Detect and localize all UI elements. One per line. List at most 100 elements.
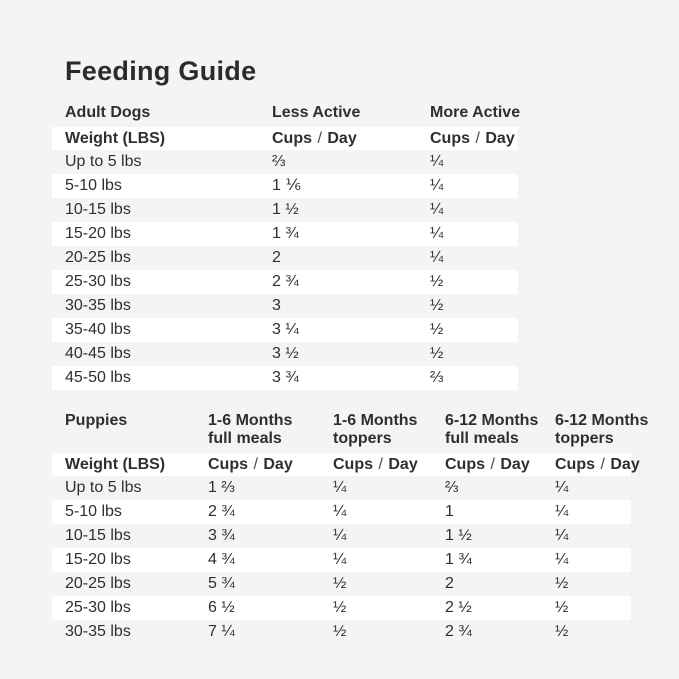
more-active-cell: ¼ (430, 177, 444, 194)
unit-header-6-12-full: Cups / Day (445, 453, 555, 476)
m16-toppers-cell: ¼ (333, 551, 347, 568)
m16-full-cell: 1 ⅔ (208, 479, 235, 496)
more-active-cell: ½ (430, 321, 444, 338)
table-row: 15-20 lbs 1 ¾ ¼ (52, 222, 518, 246)
column-header-1-6-months-full-meals: 1-6 Months full meals (208, 412, 333, 448)
m612-toppers-cell: ¼ (555, 503, 569, 520)
unit-cups: Cups (272, 130, 312, 147)
m612-full-cell: ⅔ (445, 479, 459, 496)
unit-slash: / (475, 130, 480, 147)
m612-toppers-cell: ½ (555, 599, 569, 616)
table-row: 30-35 lbs 7 ¼ ½ 2 ¾ ½ (52, 620, 631, 644)
weight-cell: 30-35 lbs (65, 297, 131, 314)
weight-cell: 40-45 lbs (65, 345, 131, 362)
weight-cell: 15-20 lbs (65, 225, 131, 242)
more-active-cell: ½ (430, 273, 444, 290)
less-active-cell: 2 (272, 249, 281, 266)
table-row: Up to 5 lbs ⅔ ¼ (52, 150, 518, 174)
unit-slash: / (600, 456, 605, 473)
weight-cell: 10-15 lbs (65, 201, 131, 218)
m612-full-cell: 1 ¾ (445, 551, 472, 568)
m16-toppers-cell: ½ (333, 575, 347, 592)
m612-full-cell: 2 ½ (445, 599, 472, 616)
m612-full-cell: 1 (445, 503, 454, 520)
more-active-cell: ½ (430, 297, 444, 314)
m16-toppers-cell: ½ (333, 599, 347, 616)
m16-toppers-cell: ¼ (333, 503, 347, 520)
more-active-cell: ⅔ (430, 369, 444, 386)
weight-cell: 25-30 lbs (65, 273, 131, 290)
weight-cell: 20-25 lbs (65, 249, 131, 266)
weight-cell: Up to 5 lbs (65, 153, 142, 170)
less-active-cell: 1 ⅙ (272, 177, 301, 194)
table-row: 45-50 lbs 3 ¾ ⅔ (52, 366, 518, 390)
weight-header: Weight (LBS) (65, 456, 166, 473)
column-header-1-6-months-toppers: 1-6 Months toppers (333, 412, 445, 448)
unit-cups: Cups (333, 456, 373, 473)
table-row: Up to 5 lbs 1 ⅔ ¼ ⅔ ¼ (52, 476, 631, 500)
less-active-cell: 1 ½ (272, 201, 299, 218)
unit-slash: / (317, 130, 322, 147)
adult-dogs-table: Adult Dogs Less Active More Active Weigh… (52, 101, 679, 390)
m612-toppers-cell: ¼ (555, 527, 569, 544)
unit-cups: Cups (208, 456, 248, 473)
adult-table-body: Up to 5 lbs ⅔ ¼ 5-10 lbs 1 ⅙ ¼ 10-15 lbs… (52, 150, 679, 390)
column-header-line1: 1-6 Months (333, 412, 418, 429)
puppies-table: Puppies 1-6 Months full meals 1-6 Months t… (52, 409, 679, 644)
unit-slash: / (378, 456, 383, 473)
unit-cups: Cups (445, 456, 485, 473)
table-row: 40-45 lbs 3 ½ ½ (52, 342, 518, 366)
m612-toppers-cell: ½ (555, 623, 569, 640)
column-header-more-active: More Active (430, 104, 521, 121)
unit-day: Day (388, 456, 418, 473)
less-active-cell: ⅔ (272, 153, 286, 170)
column-header-line2: full meals (208, 430, 282, 447)
weight-cell: 45-50 lbs (65, 369, 131, 386)
m16-full-cell: 5 ¾ (208, 575, 235, 592)
m16-full-cell: 2 ¾ (208, 503, 235, 520)
more-active-cell: ¼ (430, 201, 444, 218)
m612-full-cell: 2 (445, 575, 454, 592)
m612-full-cell: 1 ½ (445, 527, 472, 544)
unit-slash: / (490, 456, 495, 473)
weight-cell: 20-25 lbs (65, 575, 131, 592)
less-active-cell: 2 ¾ (272, 273, 299, 290)
unit-day: Day (263, 456, 293, 473)
unit-day: Day (500, 456, 530, 473)
table-row: 5-10 lbs 2 ¾ ¼ 1 ¼ (52, 500, 631, 524)
weight-cell: 30-35 lbs (65, 623, 131, 640)
m612-toppers-cell: ¼ (555, 479, 569, 496)
table-row: 35-40 lbs 3 ¼ ½ (52, 318, 518, 342)
table-row: 10-15 lbs 3 ¾ ¼ 1 ½ ¼ (52, 524, 631, 548)
column-header-line2: toppers (555, 430, 614, 447)
unit-day: Day (485, 130, 515, 147)
table-row: 5-10 lbs 1 ⅙ ¼ (52, 174, 518, 198)
table-row: 25-30 lbs 2 ¾ ½ (52, 270, 518, 294)
unit-cups: Cups (430, 130, 470, 147)
column-header-line1: 1-6 Months (208, 412, 293, 429)
more-active-cell: ¼ (430, 249, 444, 266)
column-header-line2: full meals (445, 430, 519, 447)
unit-header-1-6-toppers: Cups / Day (333, 453, 445, 476)
table-row: 20-25 lbs 5 ¾ ½ 2 ½ (52, 572, 631, 596)
table-row: 10-15 lbs 1 ½ ¼ (52, 198, 518, 222)
unit-header-1-6-full: Cups / Day (208, 453, 333, 476)
m16-toppers-cell: ¼ (333, 527, 347, 544)
more-active-cell: ¼ (430, 153, 444, 170)
adult-units-row: Weight (LBS) Cups / Day Cups / Day (52, 127, 518, 150)
m16-full-cell: 3 ¾ (208, 527, 235, 544)
unit-cups: Cups (555, 456, 595, 473)
adult-table-head: Adult Dogs Less Active More Active (52, 101, 521, 127)
weight-cell: 25-30 lbs (65, 599, 131, 616)
table-row: 25-30 lbs 6 ½ ½ 2 ½ ½ (52, 596, 631, 620)
m16-full-cell: 7 ¼ (208, 623, 235, 640)
puppies-units-row: Weight (LBS) Cups / Day Cups / Day Cups … (52, 453, 640, 476)
weight-cell: 5-10 lbs (65, 177, 122, 194)
m16-toppers-cell: ¼ (333, 479, 347, 496)
m16-full-cell: 4 ¾ (208, 551, 235, 568)
column-header-6-12-months-full-meals: 6-12 Months full meals (445, 412, 555, 448)
less-active-cell: 3 ¼ (272, 321, 299, 338)
more-active-cell: ½ (430, 345, 444, 362)
table-row: 30-35 lbs 3 ½ (52, 294, 518, 318)
